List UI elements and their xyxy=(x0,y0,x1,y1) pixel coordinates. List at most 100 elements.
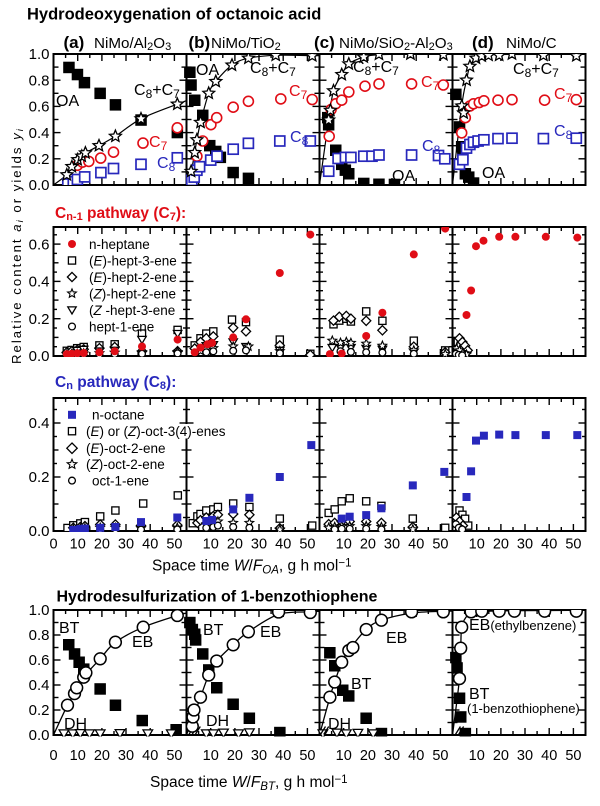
svg-text:Hydrodesulfurization of 1-benz: Hydrodesulfurization of 1-benzothiophene xyxy=(57,589,378,606)
svg-text:NiMo/C: NiMo/C xyxy=(506,35,557,52)
svg-text:Hydrodeoxygenation of octanoic: Hydrodeoxygenation of octanoic acid xyxy=(27,6,321,24)
svg-text:40: 40 xyxy=(408,537,424,553)
svg-text:30: 30 xyxy=(517,748,533,764)
svg-text:20: 20 xyxy=(227,748,243,764)
svg-text:Relative content ai or yields: Relative content ai or yields yi xyxy=(9,127,26,364)
svg-text:n-heptane: n-heptane xyxy=(89,237,150,252)
svg-text:Space time W/FBT, g h mol−1: Space time W/FBT, g h mol−1 xyxy=(150,774,348,793)
svg-text:Space time W/FOA, g h mol−1: Space time W/FOA, g h mol−1 xyxy=(152,558,351,577)
svg-text:0.4: 0.4 xyxy=(29,125,50,142)
svg-text:C7: C7 xyxy=(149,134,168,153)
svg-text:40: 40 xyxy=(275,748,291,764)
svg-text:BT: BT xyxy=(203,622,224,639)
svg-text:20: 20 xyxy=(227,537,243,553)
svg-text:0: 0 xyxy=(49,748,57,764)
svg-text:10: 10 xyxy=(70,537,86,553)
svg-text:0.0: 0.0 xyxy=(29,177,50,194)
svg-text:0.2: 0.2 xyxy=(29,151,50,168)
svg-text:50: 50 xyxy=(299,748,315,764)
svg-text:OA: OA xyxy=(196,62,219,79)
svg-text:0.8: 0.8 xyxy=(29,627,50,644)
svg-text:EB: EB xyxy=(386,630,407,647)
svg-text:10: 10 xyxy=(336,537,352,553)
svg-text:(E)-hept-2-ene: (E)-hept-2-ene xyxy=(89,270,177,285)
svg-text:(c): (c) xyxy=(314,33,335,52)
svg-text:0.4: 0.4 xyxy=(29,415,50,432)
svg-text:(1-benzothiophene): (1-benzothiophene) xyxy=(467,701,580,716)
svg-text:C8: C8 xyxy=(554,123,573,142)
svg-text:0.6: 0.6 xyxy=(29,236,50,253)
svg-text:50: 50 xyxy=(432,748,448,764)
svg-text:(b): (b) xyxy=(189,33,211,52)
svg-text:DH: DH xyxy=(328,716,351,733)
svg-text:30: 30 xyxy=(118,748,134,764)
svg-text:OA: OA xyxy=(392,168,415,185)
svg-text:20: 20 xyxy=(493,537,509,553)
svg-text:(E) or (Z)-oct-3(4)-enes: (E) or (Z)-oct-3(4)-enes xyxy=(86,424,226,439)
svg-text:BT: BT xyxy=(59,620,80,637)
svg-text:(Z -hept-3-ene: (Z -hept-3-ene xyxy=(89,303,175,318)
svg-text:20: 20 xyxy=(360,537,376,553)
svg-text:(a): (a) xyxy=(64,33,85,52)
svg-text:0: 0 xyxy=(49,537,57,553)
svg-text:C8: C8 xyxy=(290,129,309,148)
svg-text:10: 10 xyxy=(469,537,485,553)
svg-text:20: 20 xyxy=(360,748,376,764)
svg-text:EB: EB xyxy=(132,634,153,651)
svg-text:C8: C8 xyxy=(157,155,176,174)
svg-text:hept-1-ene: hept-1-ene xyxy=(89,319,154,334)
svg-text:50: 50 xyxy=(166,748,182,764)
svg-text:n-octane: n-octane xyxy=(92,408,145,423)
svg-text:0.0: 0.0 xyxy=(29,348,50,365)
svg-text:C7: C7 xyxy=(421,74,440,93)
svg-text:10: 10 xyxy=(336,748,352,764)
svg-text:NiMo/Al2O3: NiMo/Al2O3 xyxy=(94,35,171,53)
svg-text:BT: BT xyxy=(351,676,372,693)
svg-text:0.0: 0.0 xyxy=(29,727,50,744)
svg-text:OA: OA xyxy=(482,165,505,182)
svg-text:C7: C7 xyxy=(554,86,573,105)
svg-text:EB(ethylbenzene): EB(ethylbenzene) xyxy=(469,617,576,634)
svg-text:20: 20 xyxy=(94,748,110,764)
svg-text:DH: DH xyxy=(206,713,229,730)
svg-text:(E)-oct-2-ene: (E)-oct-2-ene xyxy=(86,441,166,456)
svg-text:50: 50 xyxy=(565,748,581,764)
svg-text:20: 20 xyxy=(94,537,110,553)
svg-text:0.8: 0.8 xyxy=(29,72,50,89)
svg-text:30: 30 xyxy=(251,748,267,764)
svg-text:C8+C7: C8+C7 xyxy=(513,61,559,80)
svg-text:EB: EB xyxy=(260,624,281,641)
svg-text:0.6: 0.6 xyxy=(29,652,50,669)
svg-text:40: 40 xyxy=(142,748,158,764)
svg-text:1.0: 1.0 xyxy=(29,602,50,619)
svg-text:30: 30 xyxy=(517,537,533,553)
svg-text:C8+C7: C8+C7 xyxy=(353,59,399,78)
svg-text:40: 40 xyxy=(541,537,557,553)
svg-text:(d): (d) xyxy=(472,33,494,52)
svg-text:30: 30 xyxy=(118,537,134,553)
svg-text:NiMo/TiO2: NiMo/TiO2 xyxy=(211,35,281,53)
svg-text:0.6: 0.6 xyxy=(29,99,50,116)
svg-text:OA: OA xyxy=(56,93,79,110)
svg-text:(E)-hept-3-ene: (E)-hept-3-ene xyxy=(89,253,177,268)
svg-text:30: 30 xyxy=(251,537,267,553)
svg-text:10: 10 xyxy=(469,748,485,764)
svg-text:40: 40 xyxy=(275,537,291,553)
svg-text:50: 50 xyxy=(565,537,581,553)
svg-text:40: 40 xyxy=(408,748,424,764)
svg-text:C8: C8 xyxy=(422,138,441,157)
svg-text:10: 10 xyxy=(203,537,219,553)
svg-text:50: 50 xyxy=(166,537,182,553)
svg-text:Cn-1 pathway (C7):: Cn-1 pathway (C7): xyxy=(55,205,186,223)
svg-text:0.2: 0.2 xyxy=(29,311,50,328)
svg-text:20: 20 xyxy=(493,748,509,764)
svg-text:(Z)-oct-2-ene: (Z)-oct-2-ene xyxy=(86,457,165,472)
svg-text:1.0: 1.0 xyxy=(29,46,50,63)
svg-text:0.2: 0.2 xyxy=(29,469,50,486)
svg-text:0.4: 0.4 xyxy=(29,677,50,694)
svg-text:(Z)-hept-2-ene: (Z)-hept-2-ene xyxy=(89,286,176,301)
svg-text:0.2: 0.2 xyxy=(29,702,50,719)
svg-text:Cn pathway (C8):: Cn pathway (C8): xyxy=(55,374,176,392)
svg-text:C8+C7: C8+C7 xyxy=(134,82,180,101)
svg-text:40: 40 xyxy=(142,537,158,553)
